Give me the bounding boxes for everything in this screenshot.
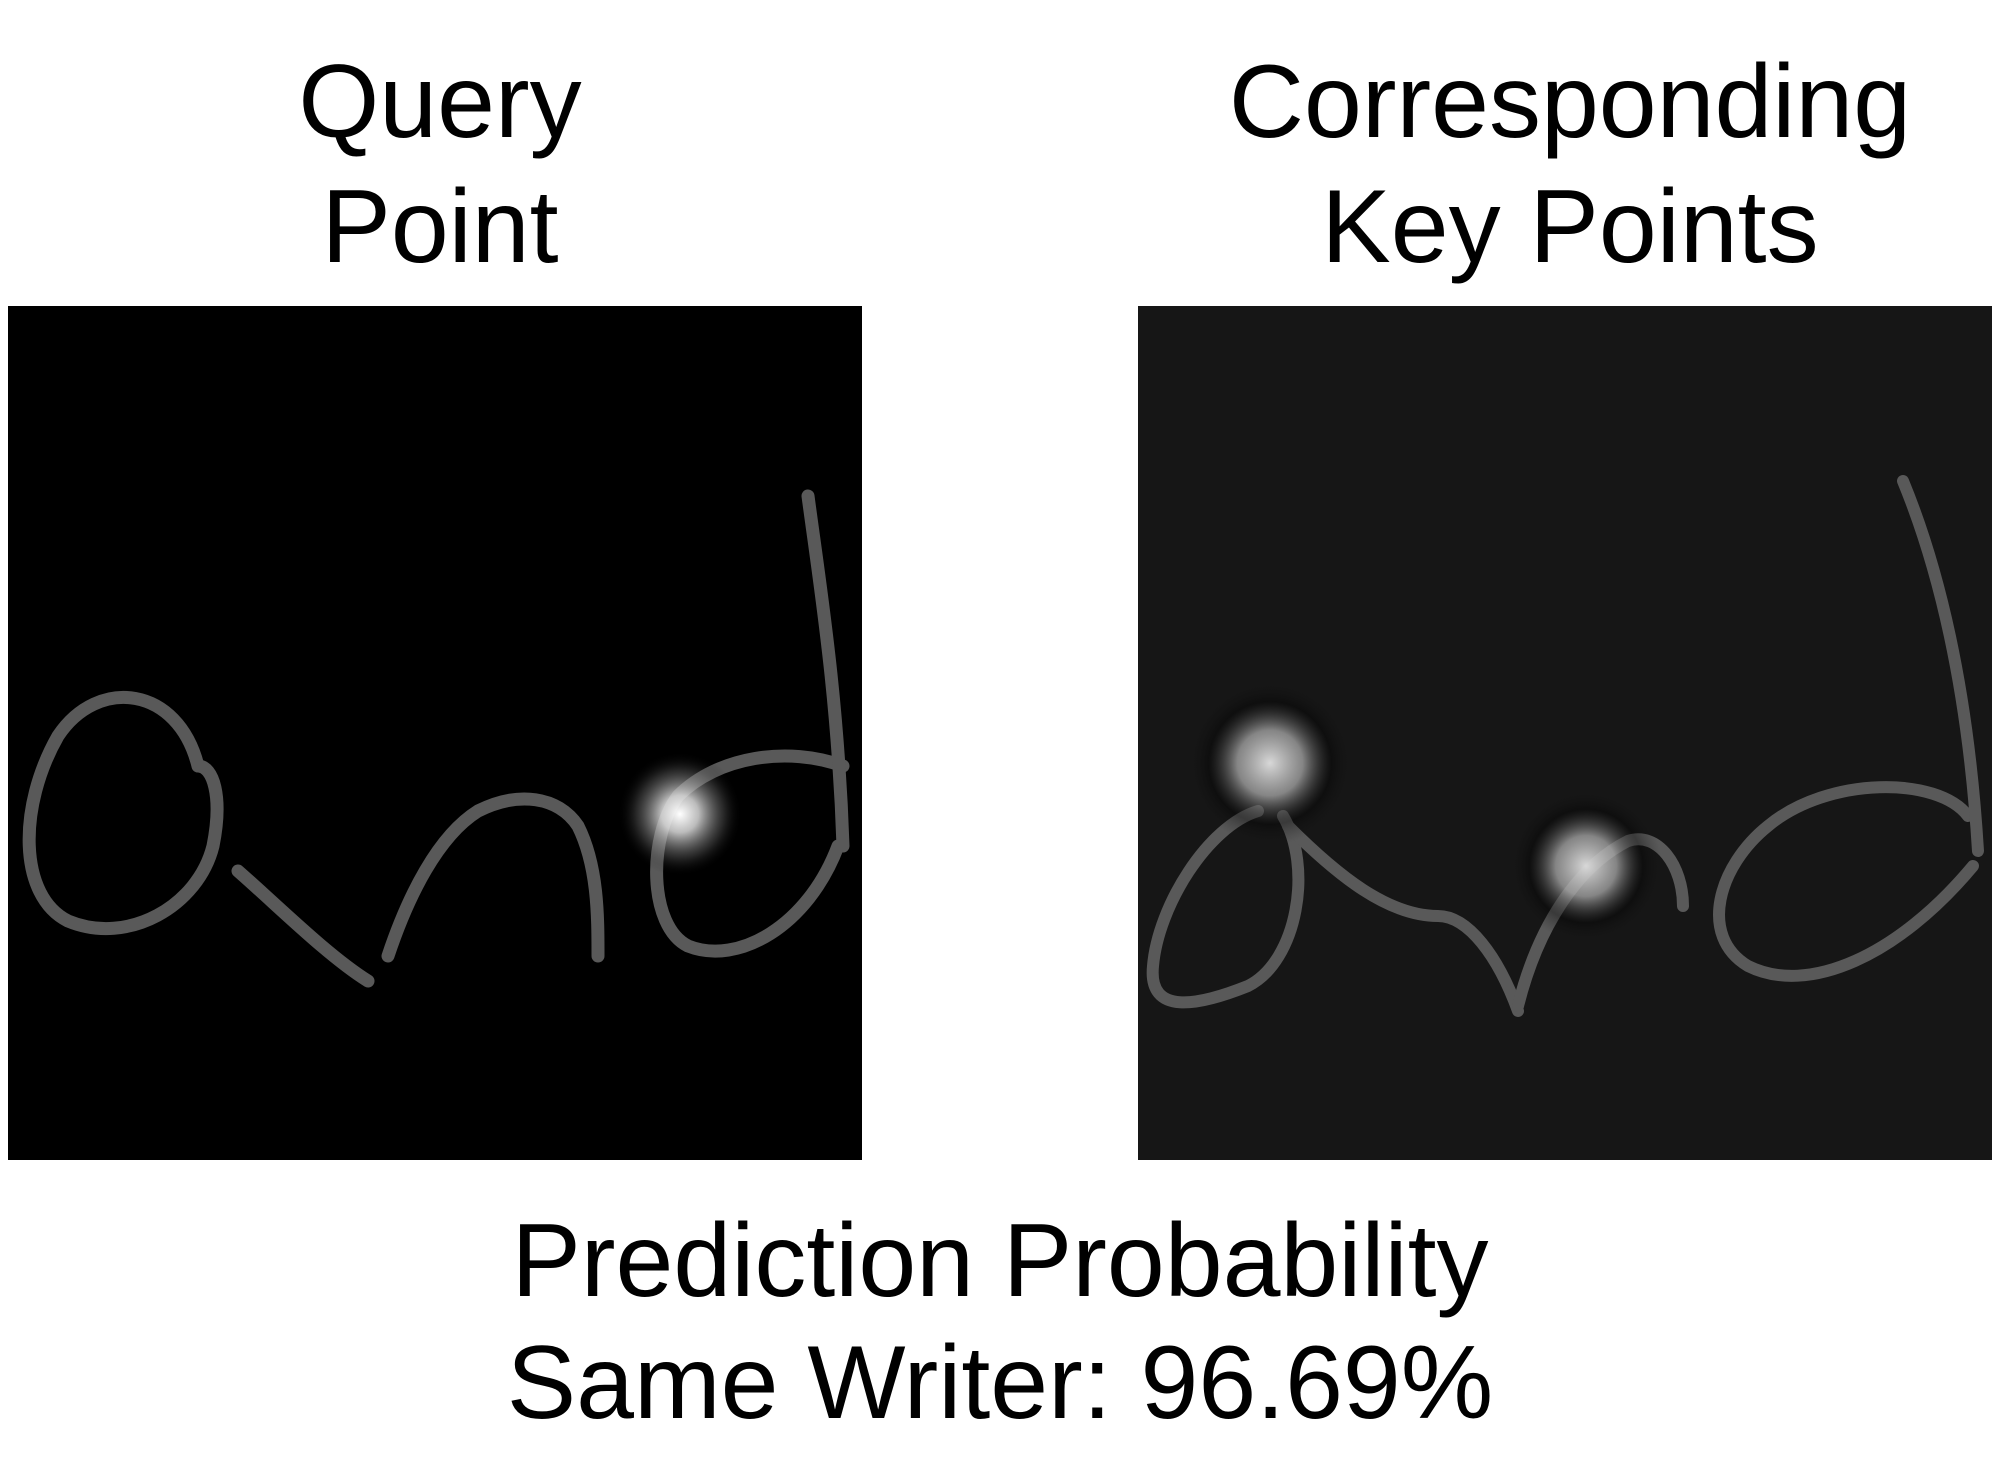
query-heading-line2: Point [321,169,559,285]
query-heading-line1: Query [298,44,582,160]
key-letter-d-bowl [1713,781,1979,982]
query-handwriting-svg [8,306,862,1160]
key-letter-a [1146,805,1305,1009]
query-point-marker [618,752,742,876]
key-handwritten-word [1146,475,1984,1017]
key-point-marker-upper [1188,681,1352,845]
query-letter-a [22,690,224,936]
key-handwriting-svg [1138,306,1992,1160]
key-connector-stroke [1282,820,1524,1017]
query-connector-stroke [231,864,375,988]
query-letter-n [381,792,605,963]
query-handwriting-image [8,306,862,1160]
same-writer-probability: Same Writer: 96.69% [506,1325,1494,1441]
query-letter-d-ascender [801,489,850,853]
query-image-background [8,306,862,1160]
key-point-marker-lower [1510,790,1662,942]
prediction-result-caption: Prediction Probability Same Writer: 96.6… [0,1200,2000,1444]
key-points-heading: Corresponding Key Points [1140,40,2000,290]
key-heading-line1: Corresponding [1228,44,1912,160]
key-handwriting-image [1138,306,1992,1160]
prediction-probability-label: Prediction Probability [511,1203,1489,1319]
query-handwritten-word [22,489,850,988]
key-heading-line2: Key Points [1321,169,1819,285]
query-point-heading: Query Point [0,40,880,290]
key-letter-d-ascender [1897,475,1984,857]
query-letter-d-bowl [650,749,850,958]
